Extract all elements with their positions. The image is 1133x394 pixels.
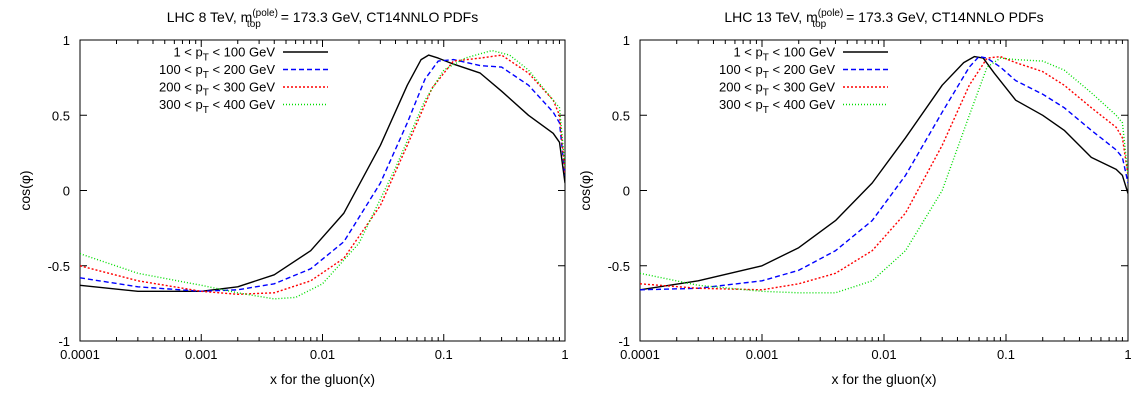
x-tick-label: 0.0001 [620,347,660,362]
chart-panel-2: LHC 13 TeV, m(pole) top = 173.3 GeV, CT14… [577,8,1132,387]
x-tick-label: 1 [561,347,568,362]
legend-label: 200 < pT < 300 GeV [719,80,835,99]
x-tick-label: 0.1 [997,347,1015,362]
chart-title: LHC 13 TeV, m(pole) top = 173.3 GeV, CT14… [724,8,1043,30]
x-tick-label: 0.0001 [60,347,100,362]
y-tick-label: -1 [618,334,630,349]
legend-label: 300 < pT < 400 GeV [159,97,275,116]
chart-title: LHC 8 TeV, m(pole) top = 173.3 GeV, CT14N… [167,8,479,30]
series-line-3 [640,55,1128,291]
series-line-1 [80,54,565,292]
series-line-4 [640,57,1128,294]
series-line-3 [80,54,565,295]
series-line-2 [640,55,1128,291]
legend-label: 100 < pT < 200 GeV [159,62,275,81]
title-superscript: (pole) [252,8,278,19]
x-axis-label: x for the gluon(x) [831,371,936,387]
series-line-2 [80,58,565,292]
y-tick-label: 1 [623,33,630,48]
series-line-4 [80,49,565,300]
x-axis-label: x for the gluon(x) [270,371,375,387]
y-tick-label: -1 [58,334,70,349]
y-tick-label: 1 [63,33,70,48]
y-tick-label: 0.5 [52,108,70,123]
legend-label: 300 < pT < 400 GeV [719,97,835,116]
legend-label: 200 < pT < 300 GeV [159,80,275,99]
title-subscript: top [247,19,261,30]
y-axis-label: cos(φ) [577,170,593,210]
x-tick-label: 0.01 [871,347,896,362]
x-tick-label: 1 [1124,347,1131,362]
x-tick-label: 0.01 [310,347,335,362]
title-superscript: (pole) [818,8,844,19]
y-tick-label: 0 [63,184,70,199]
y-tick-label: -0.5 [608,259,630,274]
plot-frame [639,39,1129,342]
y-tick-label: 0 [623,184,630,199]
legend-label: 1 < pT < 100 GeV [173,45,275,64]
y-axis-label: cos(φ) [17,170,33,210]
legend-label: 100 < pT < 200 GeV [719,62,835,81]
y-tick-label: -0.5 [48,259,70,274]
plot-frame [79,39,566,342]
x-tick-label: 0.1 [435,347,453,362]
y-tick-label: 0.5 [612,108,630,123]
x-tick-label: 0.001 [746,347,779,362]
x-tick-label: 0.001 [185,347,218,362]
series-line-1 [640,55,1128,291]
chart-panel-1: LHC 8 TeV, m(pole) top = 173.3 GeV, CT14N… [17,8,569,387]
title-subscript: top [812,19,826,30]
legend-label: 1 < pT < 100 GeV [733,45,835,64]
